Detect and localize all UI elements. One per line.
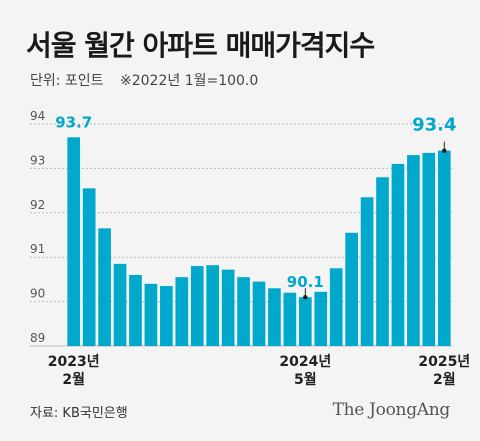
y-axis-ticks: 89 90 91 92 93 94 [30,109,45,345]
y-tick-label: 91 [30,242,45,256]
bar [129,274,142,346]
base-note: ※2022년 1월=100.0 [120,73,259,89]
bar [237,277,250,346]
bar [67,137,81,346]
bar [345,232,358,346]
bar [376,177,389,346]
x-year-label: 2024년 [279,354,331,370]
y-tick-label: 89 [30,331,45,345]
brand-logo: The JoongAng [332,400,451,420]
bar [221,269,235,346]
bar [82,188,96,346]
bar [206,265,220,346]
value-label: 93.7 [55,113,92,131]
bar [298,297,312,346]
value-label: 90.1 [287,273,324,291]
bar [407,155,420,346]
x-month-label: 2월 [62,371,85,388]
label-dot [303,294,308,300]
bar [113,263,127,346]
bar [391,163,405,346]
bar [437,150,451,346]
value-label: 93.4 [412,115,456,136]
x-year-label: 2025년 [418,354,470,370]
x-month-label: 2월 [433,371,456,388]
y-tick-label: 94 [30,109,45,123]
y-tick-label: 90 [30,287,45,301]
chart-title: 서울 월간 아파트 매매가격지수 [26,29,375,62]
bar [314,291,328,346]
x-year-label: 2023년 [48,354,100,370]
unit-label: 단위: 포인트 [30,73,104,89]
bar [175,277,189,346]
bar [144,283,158,346]
source-note: 자료: KB국민은행 [30,406,128,421]
y-tick-label: 92 [30,198,45,212]
bars [67,137,451,346]
bar [268,288,281,346]
bar [283,292,297,346]
bar [98,228,111,346]
bar [360,197,374,346]
x-month-label: 5월 [294,371,317,388]
bar [329,268,343,346]
bar [160,286,173,346]
label-dot [442,148,447,153]
y-tick-label: 93 [30,153,45,167]
annotations: 93.7 90.1 93.4 [55,113,456,300]
bar [190,266,204,346]
bar [252,281,266,346]
bar [422,152,436,346]
